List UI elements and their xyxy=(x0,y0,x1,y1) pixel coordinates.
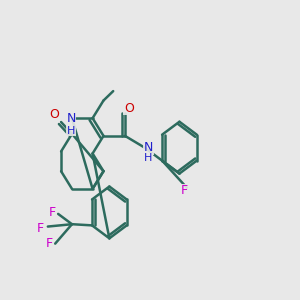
Text: N: N xyxy=(66,112,76,125)
Text: O: O xyxy=(124,102,134,115)
Text: N: N xyxy=(144,141,153,154)
Text: F: F xyxy=(46,237,53,250)
Text: H: H xyxy=(67,126,75,136)
Text: H: H xyxy=(144,153,153,163)
Text: O: O xyxy=(49,108,59,121)
Text: F: F xyxy=(49,206,56,219)
Text: F: F xyxy=(37,221,44,235)
Text: F: F xyxy=(180,184,188,197)
